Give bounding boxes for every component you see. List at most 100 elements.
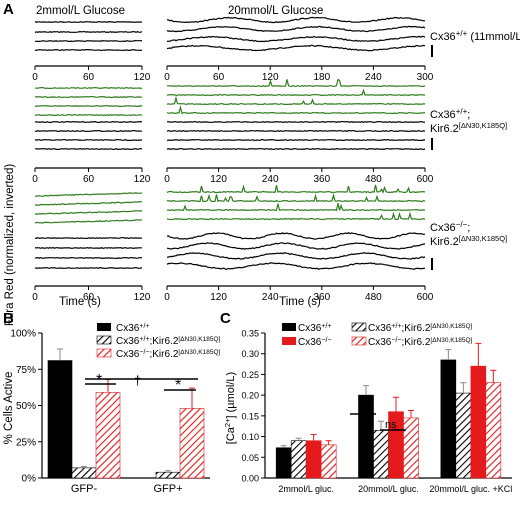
trace-line [34,95,143,99]
sig-c-ns: ns [385,419,397,431]
time-axis-tick-label: 0 [164,292,170,303]
time-axis-tick-label: 120 [134,174,151,185]
bar [179,408,205,479]
time-axis-tick-label: 240 [365,72,382,83]
bar [47,360,73,479]
time-axis-tick-label: 360 [313,292,330,303]
bar [403,417,419,479]
trace-line [166,184,426,194]
trace-line [167,78,426,88]
y-tick-label: 25% [16,437,36,448]
y-tick-label: 0.10 [241,432,259,442]
trace-line [166,252,426,260]
sig-b-star-1: * [96,372,102,389]
panel-a-heading-right: 20mmol/L Glucose [228,5,323,17]
category-label: GFP- [71,483,98,495]
xlabel-left: Time (s) [59,296,101,308]
panel-b-ylabel: % Cells Active [3,372,15,445]
y-tick-label: 75% [16,365,36,376]
time-axis-tick-label: 240 [262,174,279,185]
trace-line [34,86,143,90]
y-tick-label: 0.25 [241,370,259,380]
row3-label-line1: Cx36−/−; [430,220,470,234]
bar [485,382,502,479]
trace-line [34,210,143,215]
trace-line [34,219,143,224]
bar [455,392,472,479]
sig-b-star-2: * [175,377,181,394]
y-tick-label: 0.20 [241,391,259,401]
legend-b-swatch-3 [96,348,112,358]
legend-b-swatch-2 [96,335,112,345]
y-tick-label: 0.00 [241,474,259,484]
trace-line [166,44,426,52]
time-axis-tick-label: 0 [32,174,38,185]
time-axis-tick-label: 120 [134,72,151,83]
time-axis-tick-label: 600 [417,292,434,303]
legend-c-entry-3: Cx36+/+;Kir6.2[ΔN30,K185Q] [368,323,473,334]
trace-line [34,120,143,124]
trace-line [166,202,426,212]
time-axis-tick-label: 0 [32,72,38,83]
trace-line [35,39,143,43]
row2-label-line1: Cx36+/+; [430,107,470,121]
trace-line [166,35,426,43]
panel-b-bars [47,348,205,479]
legend-b-swatch-1 [97,323,111,331]
trace-line [35,113,143,117]
time-axis-tick-label: 300 [417,72,434,83]
panel-a-ylabel: Fura Red (normalized, inverted) [4,164,16,327]
bar [470,365,487,479]
row3-label-line2: Kir6.2[ΔN30,K185Q] [430,234,507,248]
trace-line [166,120,426,124]
trace-line [166,129,426,133]
time-axis-tick-label: 0 [164,174,170,185]
bar [290,440,307,479]
panel-c-ylabel: [Ca2+] (µmol/L) [223,372,237,444]
time-axis-tick-label: 120 [210,292,227,303]
trace-line [34,200,143,206]
legend-c-entry-1: Cx36+/+ [298,323,331,334]
legend-b-entry-1: Cx36+/+ [116,323,149,334]
sig-c-star: * [358,400,364,417]
trace-line [166,211,425,221]
trace-line [166,147,426,151]
time-axis-tick-label: 240 [262,292,279,303]
time-axis-tick-label: 360 [313,174,330,185]
time-axes: 0 60 120 0 60 120 180 240 300 0 60 120 0 120 240 360 480… [32,65,434,303]
time-axis-tick-label: 600 [417,174,434,185]
time-axis-tick-label: 120 [210,174,227,185]
bar [373,430,389,479]
trace-area [34,16,426,270]
time-axis-tick-label: 0 [32,292,38,303]
y-tick-label: 50% [16,401,36,412]
time-axis-tick-label: 120 [262,72,279,83]
panel-b: B % Cells Active 0% 25% 50% 75% 100% GFP- GFP+… [3,310,221,495]
trace-line [34,236,142,240]
time-axis-tick-label: 480 [365,174,382,185]
panel-a-letter: A [3,1,14,18]
y-tick-label: 0.35 [241,329,259,339]
legend-c-swatch-3 [351,322,367,332]
trace-line [35,192,143,197]
trace-line [166,105,426,115]
panel-c-letter: C [220,310,231,327]
trace-line [167,88,426,97]
legend-c-swatch-2 [282,337,296,345]
sig-b-dagger: † [134,373,141,388]
time-axis-tick-label: 120 [134,292,151,303]
panel-c: C [Ca2+] (µmol/L) 0.00 0.05 0.10 0.15 0.20 0.… [220,310,512,494]
trace-line [34,20,143,23]
time-axis-tick-label: 0 [164,72,170,83]
bar [440,359,457,479]
row1-label: Cx36+/+ (11mmol/L) [430,29,520,43]
trace-line [166,232,426,240]
bar [305,440,322,479]
legend-c-swatch-4 [351,336,367,346]
category-label: 2mmol/L gluc. [278,484,334,494]
category-label: 20mmol/L gluc. [358,484,419,494]
legend-c-entry-4: Cx36−/−;Kir6.2[ΔN30,K185Q] [368,337,473,348]
trace-line [166,16,425,24]
time-axis-tick-label: 60 [83,174,95,185]
